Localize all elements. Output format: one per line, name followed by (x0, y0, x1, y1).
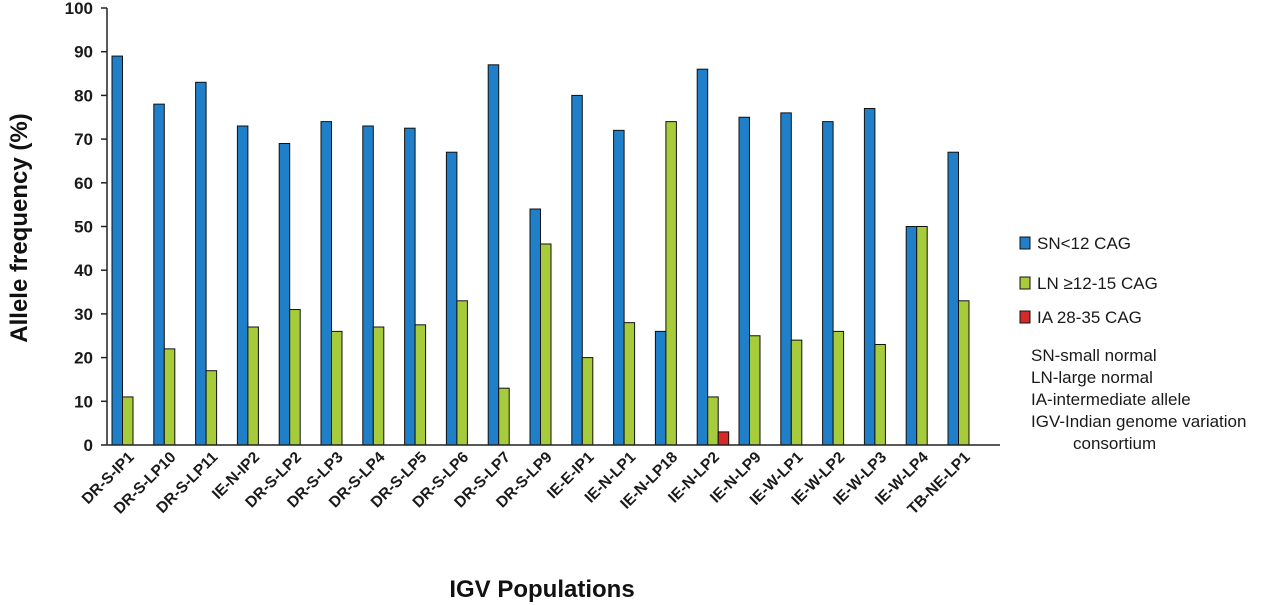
y-tick-label: 50 (74, 218, 93, 237)
bar-sn-dr-s-lp2 (278, 142, 291, 446)
legend-label: IA 28-35 CAG (1037, 308, 1142, 327)
x-axis-title: IGV Populations (449, 576, 634, 603)
bar-sn-dr-s-lp10 (153, 103, 165, 446)
bar-ln-dr-s-lp9 (540, 243, 552, 446)
note-ia: IA-intermediate allele (1031, 390, 1191, 409)
bar-ln-ie-w-lp1 (790, 339, 803, 446)
bar-ln-dr-s-lp2 (289, 309, 301, 446)
bar-ln-ie-n-lp18 (665, 121, 677, 446)
note-consortium: consortium (1073, 434, 1157, 453)
y-tick-label: 40 (74, 261, 93, 280)
legend-label: LN ≥12-15 CAG (1037, 274, 1158, 293)
bar-ln-ie-n-lp1 (623, 322, 636, 446)
bar-sn-ie-n-ip2 (236, 125, 249, 446)
y-tick-label: 30 (74, 305, 93, 324)
bar-ln-ie-w-lp2 (832, 330, 845, 446)
bar-sn-dr-s-lp7 (487, 64, 500, 446)
legend-swatch (1019, 276, 1031, 290)
bar-ln-dr-s-lp11 (205, 370, 218, 446)
note-sn: SN-small normal (1031, 346, 1157, 365)
bar-sn-ie-n-lp9 (738, 116, 750, 446)
y-tick-label: 60 (74, 174, 93, 193)
bar-ln-dr-s-ip1 (122, 396, 134, 446)
bar-sn-ie-n-lp18 (654, 330, 667, 446)
bar-sn-ie-w-lp4 (905, 226, 918, 446)
bar-sn-ie-w-lp3 (863, 108, 876, 446)
bar-ln-dr-s-lp3 (331, 330, 343, 446)
bar-ln-dr-s-lp5 (414, 324, 427, 446)
bar-sn-ie-e-ip1 (571, 94, 583, 446)
bar-sn-ie-n-lp1 (613, 129, 625, 446)
bar-ln-dr-s-lp6 (456, 300, 468, 446)
y-tick-label: 0 (84, 436, 93, 455)
bar-ln-dr-s-lp7 (498, 387, 510, 446)
bar-ln-ie-n-lp9 (749, 335, 761, 446)
bar-sn-dr-s-lp9 (529, 208, 541, 446)
legend-swatch (1019, 310, 1031, 324)
bar-ln-ie-e-ip1 (581, 357, 594, 446)
bar-sn-dr-s-lp3 (320, 121, 332, 446)
bar-sn-ie-w-lp2 (822, 121, 834, 446)
y-tick-label: 20 (74, 349, 93, 368)
bar-ln-ie-w-lp4 (916, 226, 928, 446)
y-axis-title: Allele frequency (%) (6, 113, 33, 342)
bar-ia-ie-n-lp2 (717, 431, 730, 446)
bar-sn-ie-w-lp1 (780, 112, 792, 446)
bar-sn-ie-n-lp2 (696, 68, 709, 446)
bar-ln-dr-s-lp4 (372, 326, 385, 446)
y-tick-label: 100 (65, 0, 93, 18)
y-tick-label: 80 (74, 86, 93, 105)
bar-ln-ie-n-lp2 (707, 396, 719, 446)
bar-sn-tb-ne-lp1 (947, 151, 959, 446)
note-ln: LN-large normal (1031, 368, 1153, 387)
legend-label: SN<12 CAG (1037, 234, 1131, 253)
bar-sn-dr-s-lp4 (362, 125, 374, 446)
bar-sn-dr-s-ip1 (111, 55, 123, 446)
bar-sn-dr-s-lp6 (445, 151, 458, 446)
y-tick-label: 90 (74, 43, 93, 62)
bar-sn-dr-s-lp5 (404, 127, 416, 446)
bars (111, 55, 970, 446)
bar-ln-dr-s-lp10 (163, 348, 176, 446)
bar-ln-tb-ne-lp1 (958, 300, 970, 446)
bar-ln-ie-n-ip2 (247, 326, 259, 446)
x-axis-categories: DR-S-IP1DR-S-LP10DR-S-LP11IE-N-IP2DR-S-L… (79, 449, 974, 519)
bar-ln-ie-w-lp3 (874, 343, 886, 446)
y-tick-label: 10 (74, 392, 93, 411)
y-axis-ticks: 0 10 20 30 40 50 60 70 80 90 100 (65, 0, 107, 455)
y-tick-label: 70 (74, 130, 93, 149)
note-igv: IGV-Indian genome variation (1031, 412, 1247, 431)
legend: SN<12 CAG LN ≥12-15 CAG IA 28-35 CAG (1019, 234, 1158, 327)
bar-sn-dr-s-lp11 (195, 81, 207, 446)
legend-swatch (1019, 236, 1031, 250)
